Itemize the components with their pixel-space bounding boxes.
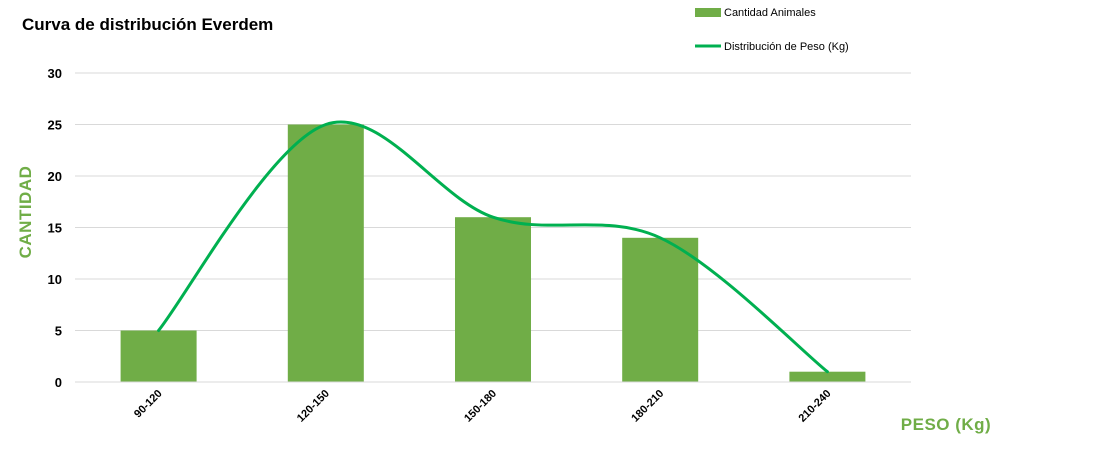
- legend-label-line: Distribución de Peso (Kg): [724, 41, 849, 53]
- y-tick-label: 15: [48, 221, 62, 236]
- y-tick-label: 5: [55, 324, 62, 339]
- y-tick-label: 20: [48, 169, 62, 184]
- distribution-curve: [157, 120, 829, 374]
- bar: [789, 371, 866, 382]
- bar: [622, 237, 699, 382]
- x-axis-ticks: 90-120 120-150 150-180 180-210 210-240: [132, 388, 834, 425]
- bar-series: [120, 124, 866, 382]
- x-tick-label: 210-240: [796, 388, 833, 425]
- y-tick-label: 30: [48, 66, 62, 81]
- chart-title: Curva de distribución Everdem: [22, 15, 273, 34]
- bar: [120, 330, 197, 382]
- y-axis-ticks: 0 5 10 15 20 25 30: [48, 66, 62, 390]
- x-tick-label: 150-180: [462, 388, 499, 425]
- y-tick-label: 25: [48, 118, 62, 133]
- line-series: [157, 120, 829, 374]
- x-tick-label: 120-150: [295, 388, 332, 425]
- y-axis-title: CANTIDAD: [16, 166, 35, 259]
- bar: [455, 217, 531, 382]
- x-axis-title: PESO (Kg): [901, 415, 991, 434]
- legend: Cantidad Animales Distribución de Peso (…: [695, 7, 849, 53]
- bar: [287, 124, 364, 382]
- y-tick-label: 10: [48, 272, 62, 287]
- x-tick-label: 180-210: [629, 388, 666, 425]
- y-tick-label: 0: [55, 375, 62, 390]
- legend-bar-swatch: [695, 8, 721, 17]
- legend-label-bars: Cantidad Animales: [724, 7, 816, 19]
- x-tick-label: 90-120: [132, 388, 165, 421]
